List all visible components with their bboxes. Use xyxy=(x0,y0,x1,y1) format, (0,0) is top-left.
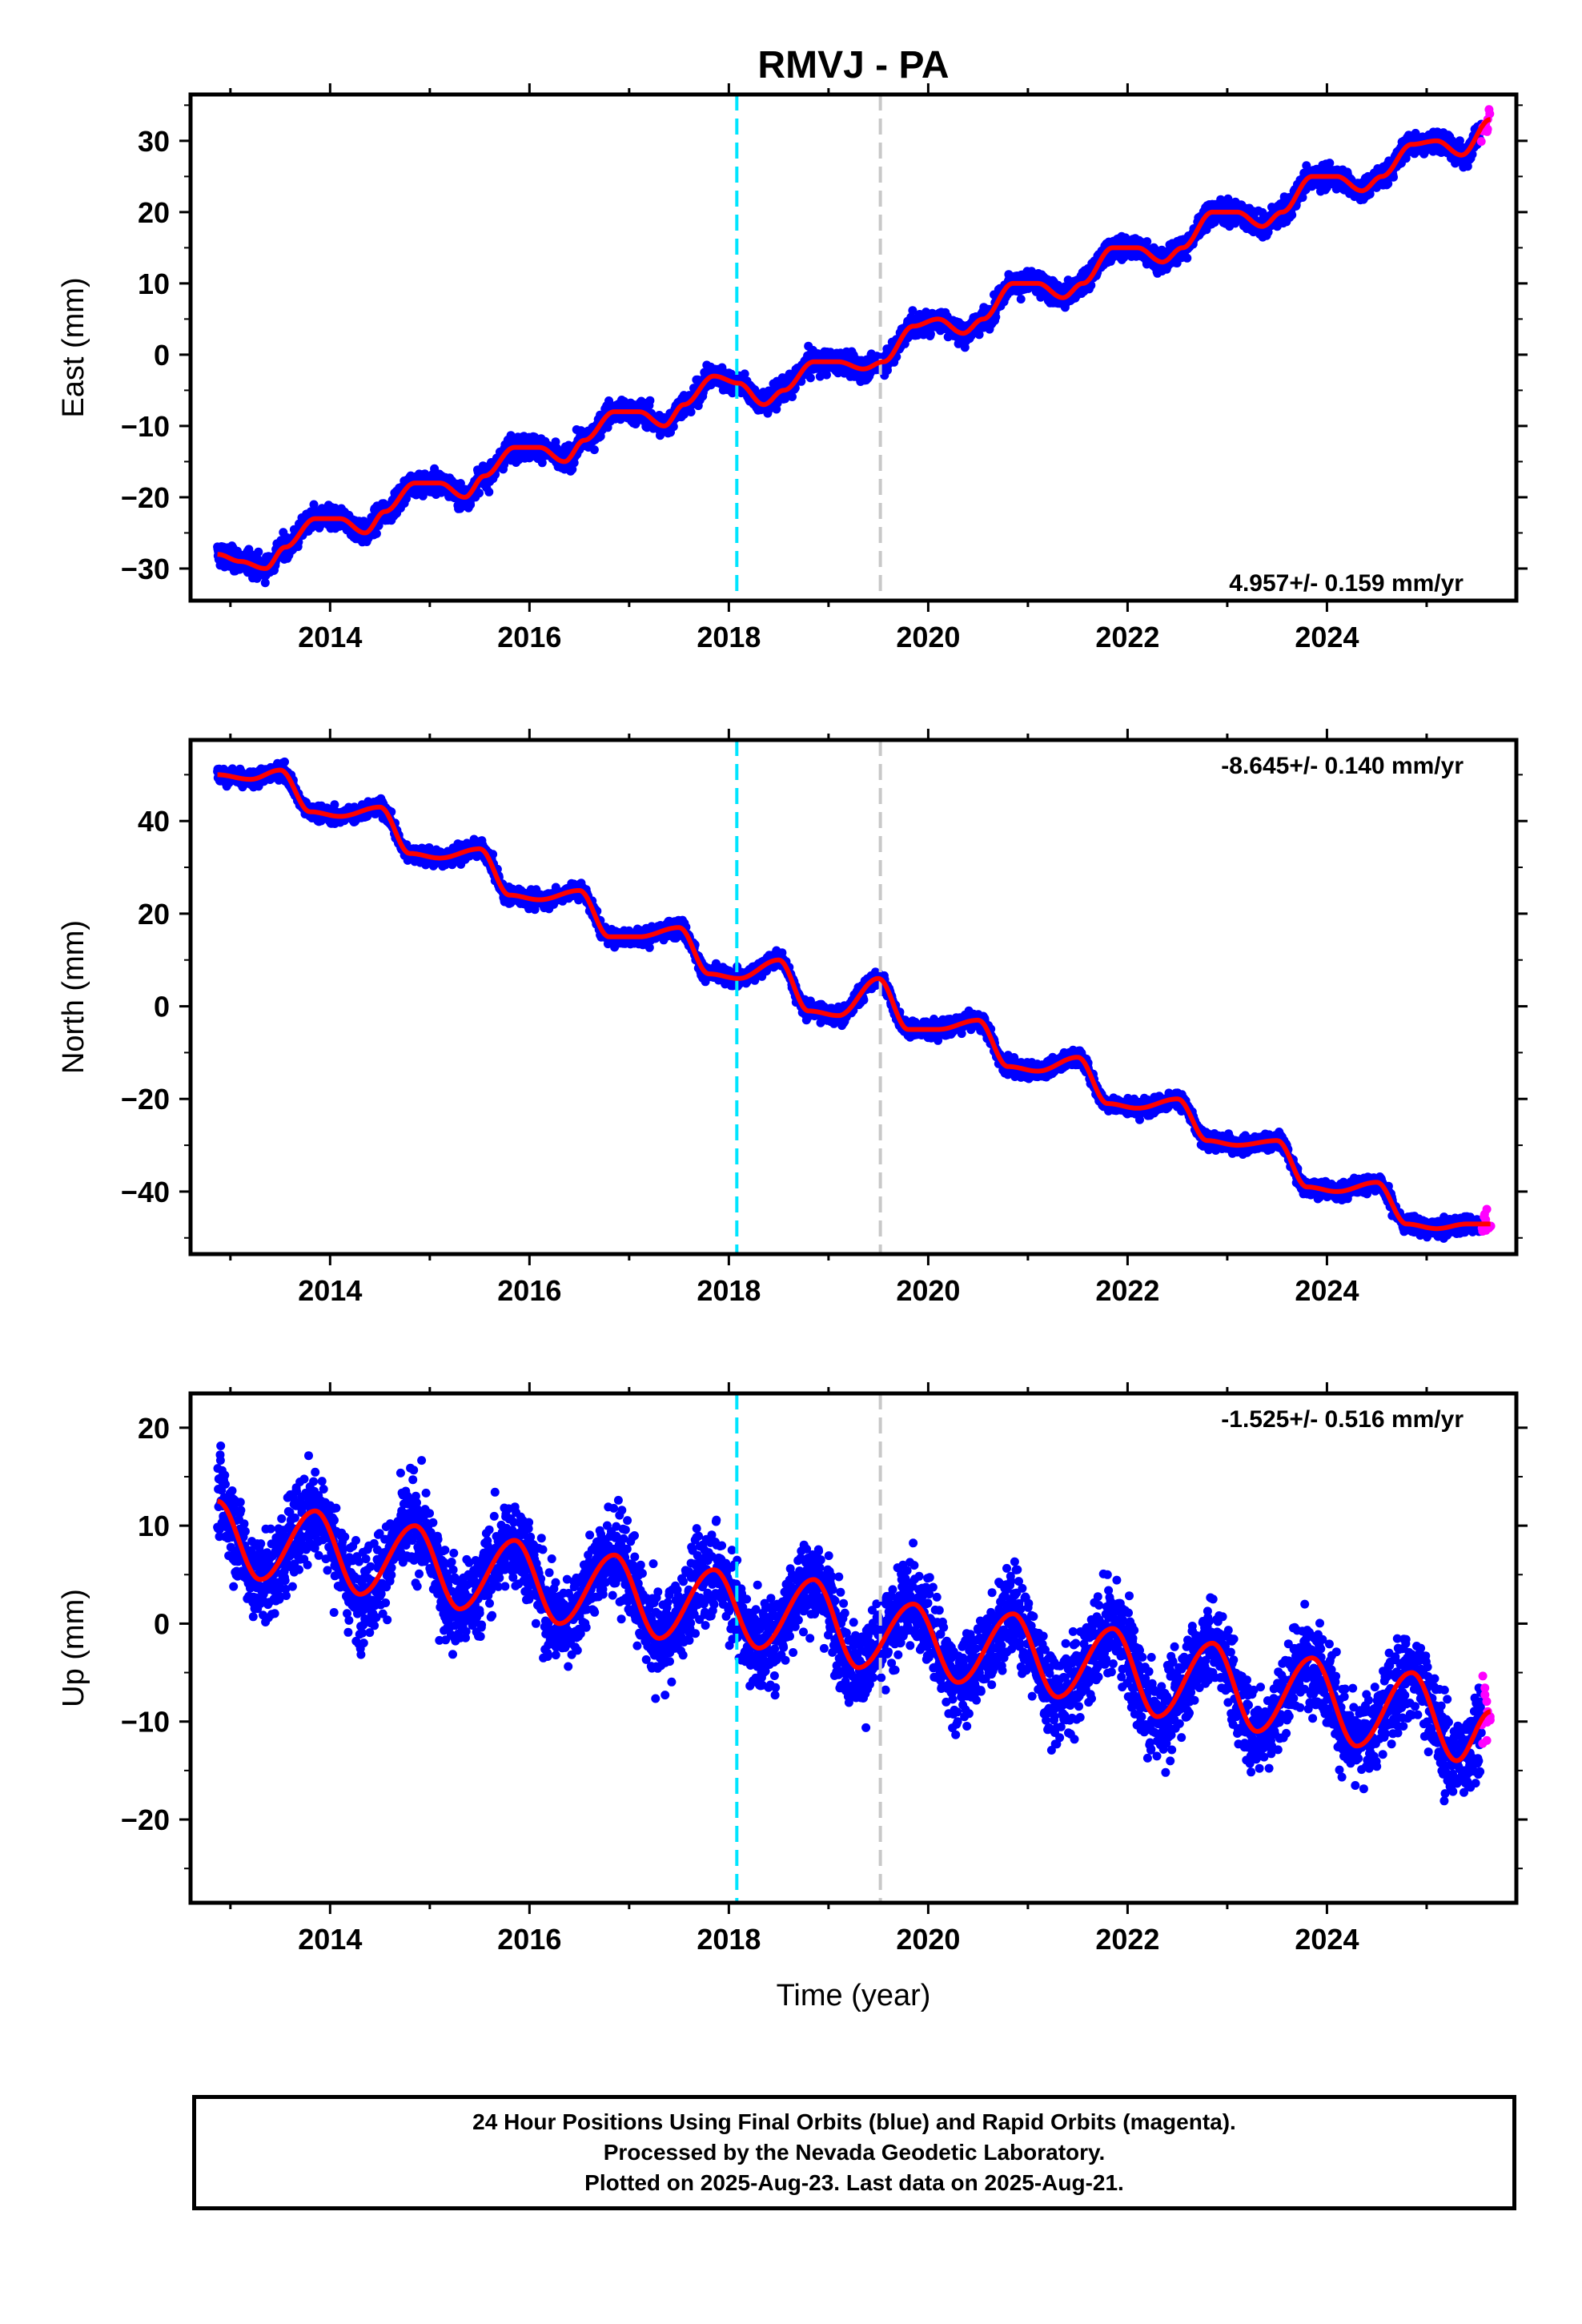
east-final-orbit-points xyxy=(213,119,1486,588)
data-point xyxy=(1142,237,1152,247)
x-tick-label: 2022 xyxy=(1095,621,1159,653)
x-tick-label: 2014 xyxy=(298,621,362,653)
y-tick-label: 20 xyxy=(138,196,170,229)
data-point xyxy=(805,373,815,383)
y-tick-label: −30 xyxy=(121,553,170,585)
x-tick-label: 2024 xyxy=(1295,621,1359,653)
data-point xyxy=(645,396,655,405)
data-point xyxy=(371,529,381,538)
x-tick-label: 2020 xyxy=(896,621,960,653)
data-point xyxy=(815,372,825,381)
figure-title: RMVJ - PA xyxy=(757,44,949,86)
data-point xyxy=(537,458,547,468)
y-tick-label: −20 xyxy=(121,481,170,514)
data-point xyxy=(1287,211,1297,219)
rapid-data-point xyxy=(1476,137,1486,147)
y-tick-label: 30 xyxy=(138,125,170,158)
data-point xyxy=(883,365,892,375)
data-point xyxy=(740,369,749,379)
data-point xyxy=(254,547,263,557)
data-point xyxy=(484,487,494,497)
data-point xyxy=(280,757,289,766)
data-point xyxy=(908,306,917,316)
y-tick-label: 10 xyxy=(138,267,170,300)
rapid-data-point xyxy=(1485,109,1495,119)
y-tick-label: 0 xyxy=(154,339,170,372)
data-point xyxy=(686,408,696,416)
panel-east: 2014 2016 2018 2020 2022 2024 −30 −20 −10 0 10 20 30… xyxy=(57,83,1528,653)
data-point xyxy=(926,329,935,339)
data-point xyxy=(260,578,270,588)
east-rate-label: 4.957+/- 0.159 mm/yr xyxy=(1229,570,1464,597)
data-point xyxy=(1182,253,1192,263)
data-point xyxy=(466,500,476,509)
data-point xyxy=(309,500,319,509)
data-point xyxy=(402,494,411,504)
data-point xyxy=(1298,193,1307,202)
rapid-data-point xyxy=(1483,127,1492,136)
data-point xyxy=(788,392,797,401)
panels: 2014 2016 2018 2020 2022 2024 −30 −20 −10 0 10 20 30… xyxy=(57,83,1528,1956)
x-tick-label: 2016 xyxy=(497,621,561,653)
data-point xyxy=(991,312,1001,322)
data-point xyxy=(589,445,599,455)
data-point xyxy=(1325,159,1335,168)
data-point xyxy=(974,330,984,340)
east-y-axis-title: East (mm) xyxy=(57,277,90,417)
data-point xyxy=(475,489,484,498)
data-point xyxy=(822,370,831,380)
data-point xyxy=(1016,295,1026,304)
x-tick-label: 2018 xyxy=(697,621,761,653)
y-tick-label: −10 xyxy=(121,410,170,443)
data-point xyxy=(669,422,678,432)
panel-north: 2014 2016 2018 2020 2022 2024−40−2002040North… xyxy=(57,729,1528,1307)
